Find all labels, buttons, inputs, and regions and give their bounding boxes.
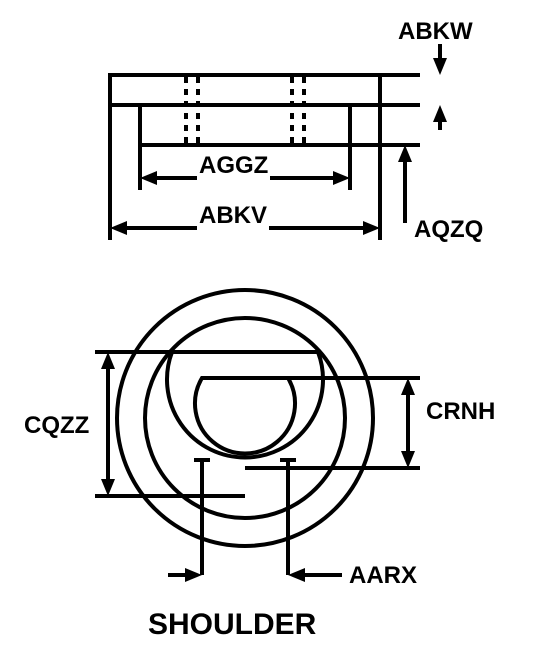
diagram-title: SHOULDER (148, 608, 316, 642)
label-crnh: CRNH (426, 398, 495, 426)
label-aarx: AARX (349, 562, 417, 590)
label-aggz: AGGZ (197, 152, 270, 180)
technical-drawing (0, 0, 538, 654)
label-aqzq: AQZQ (414, 216, 483, 244)
label-abkw: ABKW (398, 18, 473, 46)
label-cqzz: CQZZ (24, 412, 89, 440)
label-abkv: ABKV (197, 202, 269, 230)
diagram-container: ABKW AGGZ ABKV AQZQ CQZZ CRNH AARX SHOUL… (0, 0, 538, 654)
